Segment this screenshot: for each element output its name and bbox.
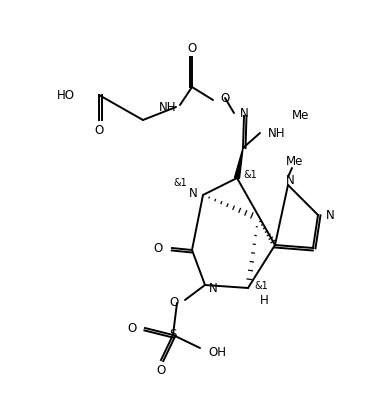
Polygon shape xyxy=(234,148,243,178)
Text: O: O xyxy=(156,363,166,376)
Text: O: O xyxy=(128,321,137,335)
Text: OH: OH xyxy=(208,346,226,358)
Text: N: N xyxy=(326,208,335,222)
Text: O: O xyxy=(170,296,179,309)
Text: &1: &1 xyxy=(173,178,187,188)
Text: NH: NH xyxy=(268,127,286,139)
Text: HO: HO xyxy=(57,88,75,102)
Text: N: N xyxy=(286,173,294,187)
Text: O: O xyxy=(187,42,197,55)
Text: Me: Me xyxy=(286,155,304,168)
Text: &1: &1 xyxy=(243,170,257,180)
Text: O: O xyxy=(94,123,104,136)
Text: H: H xyxy=(260,293,269,307)
Text: O: O xyxy=(154,242,163,254)
Text: NH: NH xyxy=(159,101,177,113)
Text: S: S xyxy=(169,328,177,342)
Text: N: N xyxy=(240,106,249,120)
Text: O: O xyxy=(220,92,229,104)
Text: N: N xyxy=(209,282,218,296)
Text: &1: &1 xyxy=(254,281,268,291)
Text: N: N xyxy=(189,187,198,199)
Text: Me: Me xyxy=(292,109,309,122)
